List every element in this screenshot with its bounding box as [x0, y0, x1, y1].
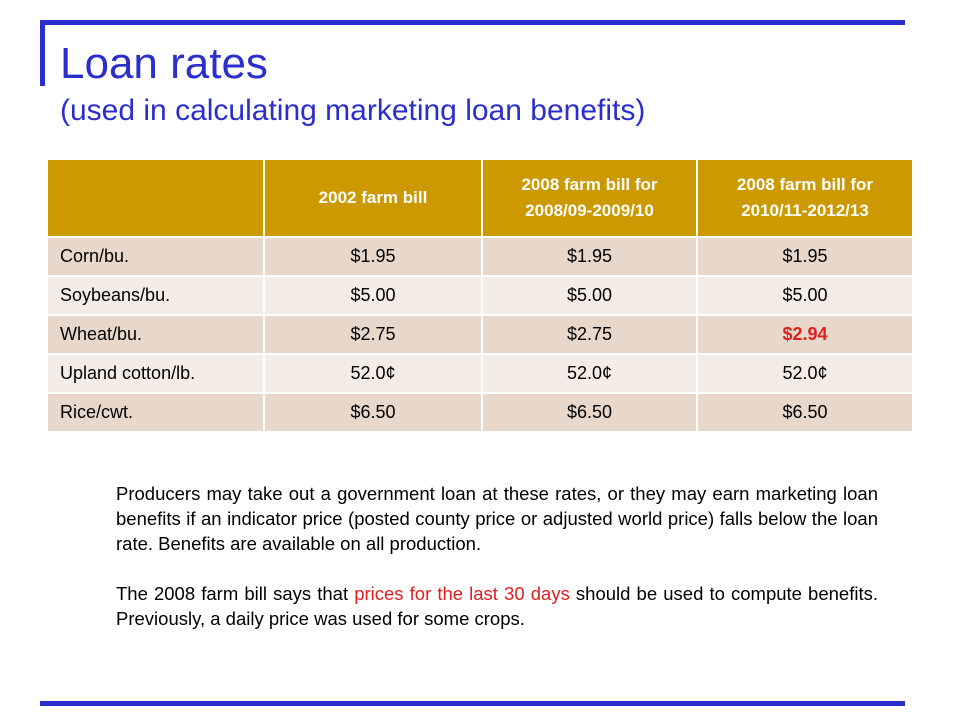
crop-label: Wheat/bu.: [48, 314, 265, 354]
explanatory-notes: Producers may take out a government loan…: [116, 481, 878, 631]
rate-cell: $6.50: [264, 392, 483, 431]
rate-cell: $1.95: [482, 236, 698, 276]
table-row: Rice/cwt. $6.50 $6.50 $6.50: [48, 392, 912, 431]
top-rule: [40, 20, 905, 25]
rate-cell: $2.75: [482, 314, 698, 354]
crop-label: Rice/cwt.: [48, 392, 265, 431]
rate-cell: $1.95: [264, 236, 483, 276]
notes-paragraph-1: Producers may take out a government loan…: [116, 483, 878, 554]
notes-paragraph-2: The 2008 farm bill says that prices for …: [116, 581, 878, 631]
slide-subtitle: (used in calculating marketing loan bene…: [60, 94, 646, 127]
table-header-row: 2002 farm bill 2008 farm bill for 2008/09…: [48, 160, 912, 237]
table-row: Wheat/bu. $2.75 $2.75 $2.94: [48, 314, 912, 354]
notes-text: The 2008 farm bill says that: [116, 583, 355, 604]
rate-cell: $2.75: [264, 314, 483, 354]
rate-cell: $5.00: [697, 275, 912, 315]
header-2008-farm-bill-2008-2010: 2008 farm bill for 2008/09-2009/10: [482, 160, 698, 237]
table-row: Corn/bu. $1.95 $1.95 $1.95: [48, 236, 912, 276]
bottom-rule: [40, 701, 905, 706]
table-row: Upland cotton/lb. 52.0¢ 52.0¢ 52.0¢: [48, 353, 912, 393]
crop-label: Corn/bu.: [48, 236, 265, 276]
slide-title: Loan rates: [60, 39, 268, 88]
rate-cell: $1.95: [697, 236, 912, 276]
loan-rates-table: 2002 farm bill 2008 farm bill for 2008/09…: [48, 160, 912, 431]
rate-cell: $5.00: [264, 275, 483, 315]
rate-cell: 52.0¢: [697, 353, 912, 393]
header-2008-farm-bill-2010-2013: 2008 farm bill for 2010/11-2012/13: [697, 160, 912, 237]
rate-cell: 52.0¢: [482, 353, 698, 393]
notes-text: should be used to compute benefits. Prev…: [116, 583, 878, 629]
header-blank: [48, 160, 265, 237]
header-2002-farm-bill: 2002 farm bill: [264, 160, 483, 237]
rate-cell: $6.50: [482, 392, 698, 431]
rate-cell-highlighted: $2.94: [697, 314, 912, 354]
rate-cell: $6.50: [697, 392, 912, 431]
rate-cell: $5.00: [482, 275, 698, 315]
crop-label: Upland cotton/lb.: [48, 353, 265, 393]
crop-label: Soybeans/bu.: [48, 275, 265, 315]
notes-highlight: prices for the last 30 days: [354, 583, 570, 604]
table-row: Soybeans/bu. $5.00 $5.00 $5.00: [48, 275, 912, 315]
left-rule: [40, 20, 45, 86]
rate-cell: 52.0¢: [264, 353, 483, 393]
